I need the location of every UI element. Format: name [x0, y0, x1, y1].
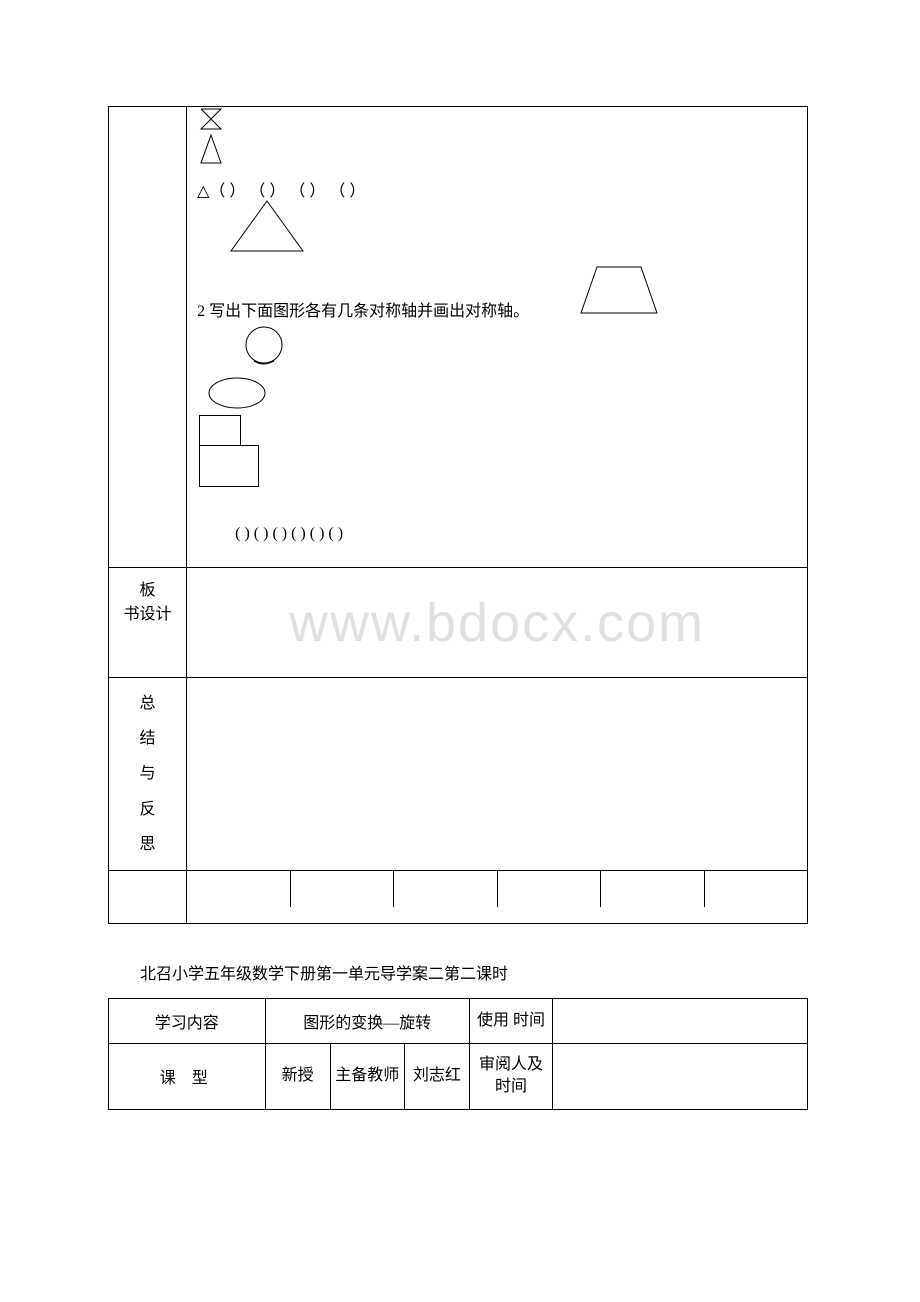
board-design-label: 板 书设计 — [109, 568, 187, 678]
t2-r2c6 — [553, 1044, 808, 1110]
subcell-1 — [187, 871, 290, 907]
bottom-label — [109, 870, 187, 923]
bottom-split-row — [109, 870, 808, 923]
ellipse-icon — [205, 375, 269, 416]
question2-text: 2 写出下面图形各有几条对称轴并画出对称轴。 — [197, 297, 529, 321]
summary-content — [187, 678, 808, 871]
exercise-content: △（ ） （ ） （ ） （ ） 2 写出下面图形各有几条对称轴并画出对称轴。 — [187, 107, 807, 567]
t2-r1c6 — [553, 999, 808, 1044]
zongjie-char-0: 总 — [113, 686, 182, 721]
watermark-text: www.bdocx.com — [289, 592, 705, 654]
row1-label-cell — [109, 107, 187, 568]
zongjie-char-3: 反 — [113, 792, 182, 827]
subcell-5 — [601, 871, 704, 907]
subcell-4 — [498, 871, 601, 907]
zongjie-char-2: 与 — [113, 756, 182, 791]
subcell-3 — [394, 871, 497, 907]
t2-r1c1: 学习内容 — [109, 999, 266, 1044]
subcell-6 — [705, 871, 807, 907]
t2-r2c2: 新授 — [265, 1044, 330, 1110]
t2-r2c4: 刘志红 — [404, 1044, 469, 1110]
t2-r2c3: 主备教师 — [330, 1044, 404, 1110]
rect-top-icon — [199, 415, 241, 446]
summary-row: 总 结 与 反 思 — [109, 678, 808, 871]
trapezoid-icon — [577, 265, 661, 322]
row1-content-cell: △（ ） （ ） （ ） （ ） 2 写出下面图形各有几条对称轴并画出对称轴。 — [187, 107, 808, 568]
zongjie-char-1: 结 — [113, 721, 182, 756]
bottom-subcells — [187, 870, 808, 923]
t2-r1c2: 图形的变换—旋转 — [265, 999, 469, 1044]
board-design-content: www.bdocx.com — [187, 568, 808, 678]
content-row: △（ ） （ ） （ ） （ ） 2 写出下面图形各有几条对称轴并画出对称轴。 — [109, 107, 808, 568]
bottom-parens: ( ) ( ) ( ) ( ) ( ) ( ) — [235, 525, 343, 543]
big-triangle-icon — [227, 199, 307, 260]
summary-label: 总 结 与 反 思 — [109, 678, 187, 871]
circle-icon — [242, 323, 286, 372]
section-title: 北召小学五年级数学下册第一单元导学案二第二课时 — [140, 960, 508, 984]
t2-r1c5: 使用 时间 — [469, 999, 552, 1044]
page: △（ ） （ ） （ ） （ ） 2 写出下面图形各有几条对称轴并画出对称轴。 — [0, 0, 920, 1302]
info-row-1: 学习内容 图形的变换—旋转 使用 时间 — [109, 999, 808, 1044]
t2-r2c5: 审阅人及时间 — [469, 1044, 552, 1110]
board-design-row: 板 书设计 www.bdocx.com — [109, 568, 808, 678]
banshu-line1: 板 — [140, 582, 156, 599]
triangle-parens-line: △（ ） （ ） （ ） （ ） — [197, 177, 365, 201]
info-table: 学习内容 图形的变换—旋转 使用 时间 课 型 新授 主备教师 刘志红 审阅人及… — [108, 998, 808, 1110]
banshu-line2: 书设计 — [124, 606, 172, 623]
main-table: △（ ） （ ） （ ） （ ） 2 写出下面图形各有几条对称轴并画出对称轴。 — [108, 106, 808, 924]
rect-bottom-icon — [199, 445, 259, 487]
top-shapes — [197, 107, 227, 172]
hourglass-icon — [197, 107, 227, 167]
zongjie-char-4: 思 — [113, 827, 182, 862]
t2-r2c1: 课 型 — [109, 1044, 266, 1110]
info-row-2: 课 型 新授 主备教师 刘志红 审阅人及时间 — [109, 1044, 808, 1110]
subcell-2 — [291, 871, 394, 907]
